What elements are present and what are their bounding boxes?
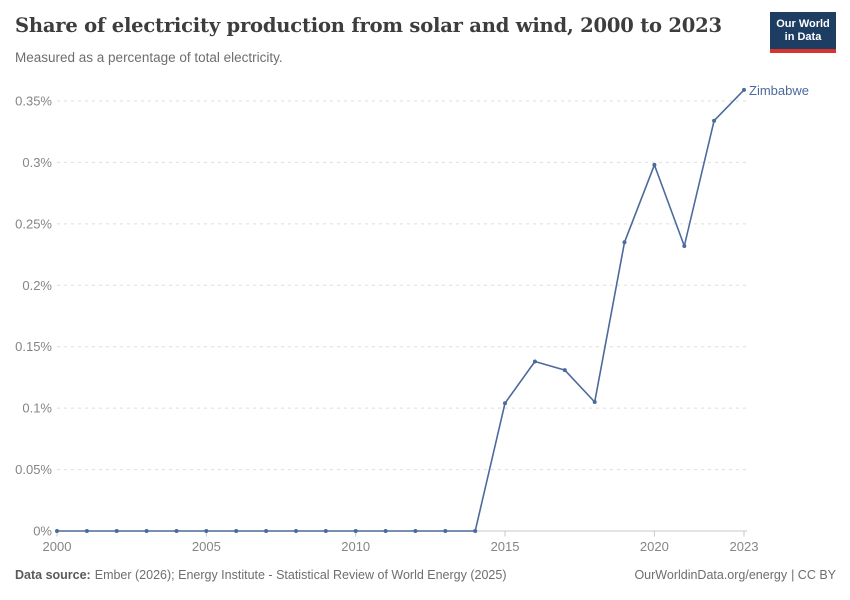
data-source: Data source: Ember (2026); Energy Institu… — [15, 568, 506, 582]
data-point-2003[interactable] — [144, 529, 149, 533]
data-point-2018[interactable] — [592, 400, 597, 404]
data-point-2002[interactable] — [114, 529, 119, 533]
data-point-2014[interactable] — [473, 529, 478, 533]
data-point-2017[interactable] — [562, 368, 567, 373]
data-point-2022[interactable] — [712, 118, 717, 123]
chart-subtitle: Measured as a percentage of total electr… — [15, 50, 283, 65]
data-point-2015[interactable] — [503, 401, 507, 406]
data-point-2004[interactable] — [174, 529, 179, 533]
series-line-zimbabwe[interactable] — [56, 89, 745, 532]
chart-title: Share of electricity production from sol… — [15, 14, 722, 37]
owid-logo-line2: in Data — [784, 31, 822, 43]
data-source-text: Ember (2026); Energy Institute - Statist… — [94, 568, 507, 582]
owid-url-link[interactable]: OurWorldinData.org/energy — [634, 568, 788, 582]
y-axis-tick-label: 0.05% — [15, 462, 52, 477]
x-axis-tick-label: 2015 — [491, 539, 520, 554]
y-axis-tick-label: 0.35% — [15, 94, 52, 109]
y-axis-tick-label: 0.15% — [15, 339, 52, 354]
data-point-2019[interactable] — [622, 240, 627, 245]
data-point-2021[interactable] — [682, 244, 687, 248]
data-point-2008[interactable] — [294, 529, 298, 533]
data-point-2001[interactable] — [84, 529, 89, 533]
data-point-2011[interactable] — [383, 529, 388, 533]
data-point-2009[interactable] — [323, 529, 328, 533]
data-point-2000[interactable] — [55, 529, 59, 533]
y-axis-tick-label: 0.25% — [15, 216, 52, 231]
license-text: | CC BY — [791, 568, 836, 582]
y-axis-tick-label: 0.1% — [22, 401, 52, 416]
data-point-2006[interactable] — [234, 529, 239, 533]
chart-footer: Data source: Ember (2026); Energy Institu… — [15, 568, 836, 582]
data-point-2012[interactable] — [413, 529, 418, 533]
y-axis-tick-label: 0.2% — [22, 278, 52, 293]
owid-logo[interactable]: Our World in Data — [770, 12, 836, 53]
x-axis-tick-label: 2010 — [341, 539, 370, 554]
data-point-2023[interactable] — [742, 87, 746, 92]
data-point-2010[interactable] — [353, 529, 358, 533]
data-point-2005[interactable] — [204, 529, 209, 533]
x-axis-tick-label: 2023 — [730, 539, 759, 554]
data-source-label: Data source: — [15, 568, 91, 582]
y-axis-tick-label: 0.3% — [22, 155, 52, 170]
data-point-2007[interactable] — [264, 529, 269, 533]
data-point-2020[interactable] — [652, 162, 657, 167]
series-label-zimbabwe[interactable]: Zimbabwe — [749, 83, 809, 98]
footer-links: OurWorldinData.org/energy | CC BY — [634, 568, 836, 582]
x-axis-tick-label: 2020 — [640, 539, 669, 554]
x-axis-tick-label: 2000 — [43, 539, 72, 554]
data-point-2016[interactable] — [532, 359, 537, 364]
data-point-2013[interactable] — [443, 529, 448, 533]
y-axis-tick-label: 0% — [33, 524, 52, 539]
x-axis-tick-label: 2005 — [192, 539, 221, 554]
owid-logo-line1: Our World — [776, 18, 830, 30]
